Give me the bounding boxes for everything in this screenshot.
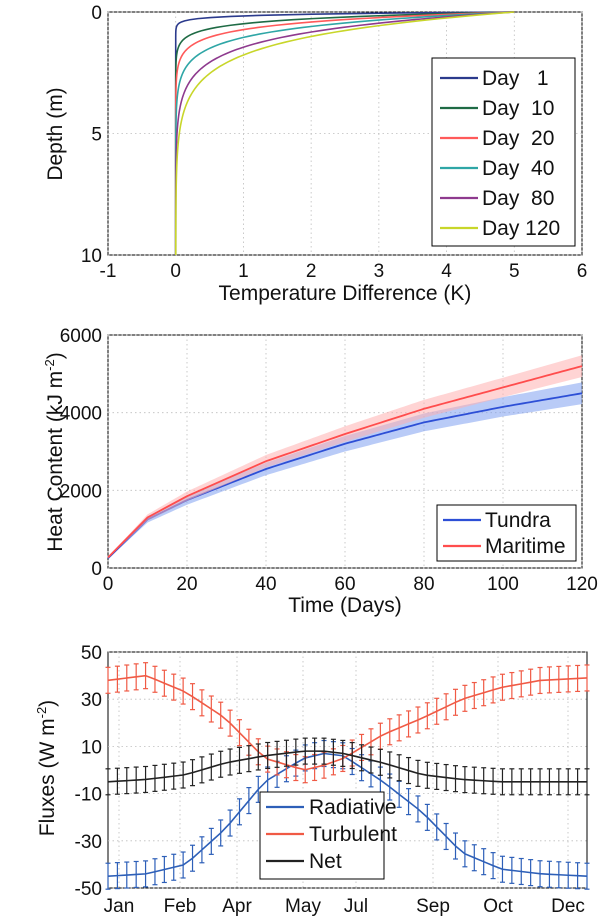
legend-label: Day 40: [482, 157, 554, 180]
y-tick-label: 4000: [60, 404, 102, 425]
y-axis-label: Heat Content (kJ m-2): [42, 352, 67, 551]
legend-label: Turbulent: [309, 823, 397, 846]
y-axis-label: Fluxes (W m-2): [34, 700, 59, 836]
series-band: [108, 355, 582, 559]
y-axis-label-exponent: -2: [34, 707, 49, 719]
x-tick-label: Sep: [416, 896, 450, 917]
x-tick-label: 60: [334, 574, 355, 595]
y-axis-label-main: Fluxes (W m: [36, 718, 59, 836]
y-tick-label: 0: [91, 559, 102, 580]
legend-label: Radiative: [309, 796, 397, 819]
temperature-profile-chart: -1 0 1 2 3 4 5 6 0 5 10 Temperature Difference (K)…: [44, 3, 587, 305]
x-tick-label: 40: [255, 574, 276, 595]
x-tick-label: May: [285, 896, 321, 917]
y-tick-label: 30: [81, 690, 102, 711]
series-line: [107, 750, 587, 783]
legend-label: Day 20: [482, 127, 554, 150]
series-line: [107, 674, 588, 771]
tick-labels: Jan Feb Apr May Jul Sep Oct Dec 50 30 10 -10 -30 -50: [75, 643, 585, 917]
y-tick-label: 0: [91, 3, 102, 24]
legend-box: [436, 504, 577, 562]
x-tick-label: Jul: [344, 896, 368, 917]
y-axis-label-main: Heat Content (kJ m: [44, 371, 67, 552]
x-tick-label: 20: [176, 574, 197, 595]
y-axis-label: Depth (m): [44, 87, 67, 180]
y-tick-label: 5: [91, 125, 102, 146]
tick-labels: 0 20 40 60 80 100 120 0 2000 4000 6000: [60, 326, 598, 595]
x-tick-label: Oct: [483, 896, 513, 917]
legend-label: Maritime: [485, 535, 566, 558]
legend: Day 1 Day 10 Day 20 Day 40 Day 80 Day 120: [431, 57, 576, 247]
flux-chart: Jan Feb Apr May Jul Sep Oct Dec503010-10-30-50 …: [34, 643, 590, 917]
x-tick-label: Dec: [551, 896, 585, 917]
x-tick-label: 80: [413, 574, 434, 595]
legend-label: Day 1: [482, 67, 549, 90]
x-tick-label: 6: [577, 261, 588, 282]
y-tick-label: -30: [75, 832, 102, 853]
heat-content-chart: 0 20 40 60 80 100 120 0 2000 4000 6000 Time (Days)…: [42, 326, 598, 617]
x-axis-label: Time (Days): [288, 594, 402, 617]
x-tick-label: 5: [509, 261, 520, 282]
x-tick-label: 3: [374, 261, 385, 282]
x-tick-label: 0: [170, 261, 181, 282]
y-tick-label: 50: [81, 643, 102, 664]
series-group: [174, 11, 515, 255]
y-tick-label: 2000: [60, 481, 102, 502]
x-tick-label: 0: [103, 574, 114, 595]
x-tick-label: Feb: [164, 896, 197, 917]
x-axis-label: Temperature Difference (K): [219, 282, 472, 305]
series-group: [105, 662, 590, 890]
legend: Tundra Maritime: [436, 504, 577, 562]
series-line: [107, 752, 588, 877]
legend-box: [431, 57, 576, 247]
y-tick-label: -10: [75, 785, 102, 806]
series-line: [174, 11, 515, 255]
y-tick-label: 6000: [60, 326, 102, 347]
series-band: [108, 382, 582, 560]
x-tick-label: 1: [238, 261, 249, 282]
x-tick-label: -1: [100, 261, 117, 282]
y-tick-label: 10: [81, 737, 102, 758]
legend-label: Net: [309, 850, 342, 873]
legend-label: Day 120: [482, 217, 560, 240]
legend: Radiative Turbulent Net: [259, 791, 397, 880]
x-tick-label: Jan: [104, 896, 135, 917]
x-tick-label: Apr: [222, 896, 252, 917]
series-group: [107, 355, 583, 560]
legend-label: Day 80: [482, 187, 554, 210]
x-tick-label: 4: [441, 261, 452, 282]
legend-label: Day 10: [482, 97, 554, 120]
y-axis-label-end: ): [36, 700, 59, 707]
y-tick-label: 10: [81, 246, 102, 267]
x-tick-label: 120: [566, 574, 598, 595]
x-tick-label: 2: [306, 261, 317, 282]
y-axis-label-exponent: -2: [42, 359, 57, 371]
y-axis-label-end: ): [44, 352, 67, 359]
tick-labels: -1 0 1 2 3 4 5 6 0 5 10: [81, 3, 587, 282]
y-tick-label: -50: [75, 879, 102, 900]
x-tick-label: 100: [487, 574, 519, 595]
legend-label: Tundra: [485, 509, 551, 532]
series-line: [107, 365, 583, 559]
